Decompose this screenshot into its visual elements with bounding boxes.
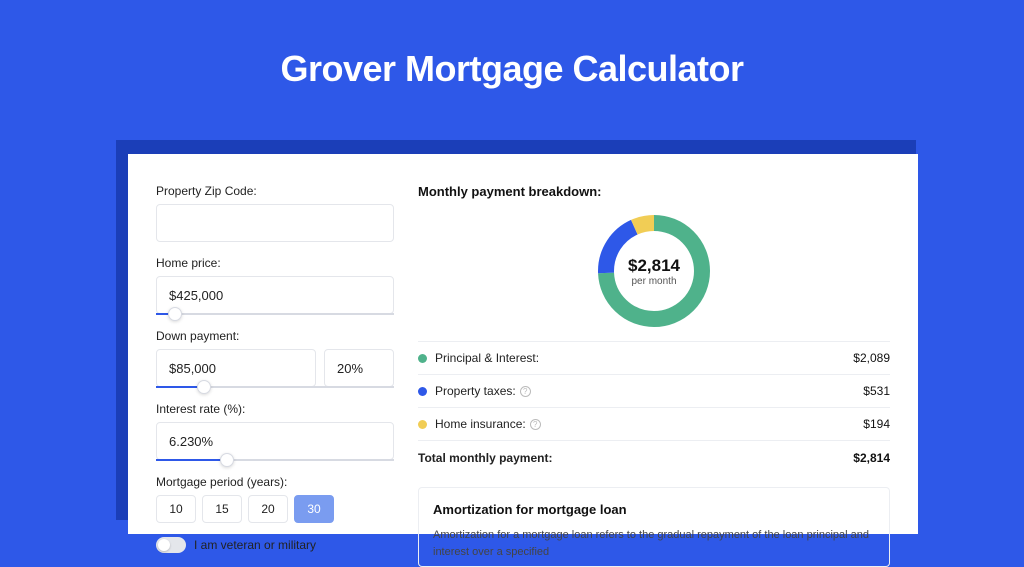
legend-label: Principal & Interest: bbox=[435, 351, 853, 365]
calculator-card: Property Zip Code: Home price: Down paym… bbox=[128, 154, 918, 534]
zip-input[interactable] bbox=[156, 204, 394, 242]
amortization-text: Amortization for a mortgage loan refers … bbox=[433, 527, 875, 560]
period-option-20[interactable]: 20 bbox=[248, 495, 288, 523]
interest-rate-label: Interest rate (%): bbox=[156, 402, 394, 416]
donut-center-sub: per month bbox=[631, 276, 676, 287]
breakdown-title: Monthly payment breakdown: bbox=[418, 184, 890, 199]
veteran-toggle-label: I am veteran or military bbox=[194, 538, 316, 552]
legend-row: Home insurance:?$194 bbox=[418, 408, 890, 441]
period-options: 10152030 bbox=[156, 495, 394, 523]
legend-value: $194 bbox=[863, 417, 890, 431]
total-row: Total monthly payment: $2,814 bbox=[418, 441, 890, 477]
interest-rate-slider-fill bbox=[156, 459, 227, 461]
donut-center-value: $2,814 bbox=[628, 256, 680, 276]
info-icon[interactable]: ? bbox=[520, 386, 531, 397]
home-price-input[interactable] bbox=[156, 276, 394, 314]
down-payment-slider[interactable] bbox=[156, 386, 394, 388]
legend-swatch bbox=[418, 354, 427, 363]
total-value: $2,814 bbox=[853, 451, 890, 465]
info-icon[interactable]: ? bbox=[530, 419, 541, 430]
form-column: Property Zip Code: Home price: Down paym… bbox=[156, 184, 394, 567]
zip-field-group: Property Zip Code: bbox=[156, 184, 394, 242]
down-payment-field-group: Down payment: bbox=[156, 329, 394, 388]
zip-label: Property Zip Code: bbox=[156, 184, 394, 198]
breakdown-column: Monthly payment breakdown: $2,814 per mo… bbox=[418, 184, 890, 567]
page-title: Grover Mortgage Calculator bbox=[0, 0, 1024, 114]
down-payment-slider-thumb[interactable] bbox=[197, 380, 211, 394]
amortization-title: Amortization for mortgage loan bbox=[433, 502, 875, 517]
interest-rate-input[interactable] bbox=[156, 422, 394, 460]
legend-value: $531 bbox=[863, 384, 890, 398]
period-label: Mortgage period (years): bbox=[156, 475, 394, 489]
donut-chart: $2,814 per month bbox=[594, 211, 714, 331]
legend: Principal & Interest:$2,089Property taxe… bbox=[418, 341, 890, 441]
legend-swatch bbox=[418, 420, 427, 429]
donut-chart-wrap: $2,814 per month bbox=[418, 207, 890, 341]
legend-swatch bbox=[418, 387, 427, 396]
legend-row: Principal & Interest:$2,089 bbox=[418, 342, 890, 375]
legend-value: $2,089 bbox=[853, 351, 890, 365]
home-price-slider[interactable] bbox=[156, 313, 394, 315]
home-price-slider-thumb[interactable] bbox=[168, 307, 182, 321]
period-option-30[interactable]: 30 bbox=[294, 495, 334, 523]
down-payment-percent-input[interactable] bbox=[324, 349, 394, 387]
amortization-card: Amortization for mortgage loan Amortizat… bbox=[418, 487, 890, 567]
down-payment-label: Down payment: bbox=[156, 329, 394, 343]
period-field-group: Mortgage period (years): 10152030 bbox=[156, 475, 394, 523]
interest-rate-slider-thumb[interactable] bbox=[220, 453, 234, 467]
legend-label: Property taxes:? bbox=[435, 384, 863, 398]
period-option-10[interactable]: 10 bbox=[156, 495, 196, 523]
home-price-label: Home price: bbox=[156, 256, 394, 270]
interest-rate-field-group: Interest rate (%): bbox=[156, 402, 394, 461]
veteran-toggle[interactable] bbox=[156, 537, 186, 553]
legend-row: Property taxes:?$531 bbox=[418, 375, 890, 408]
interest-rate-slider[interactable] bbox=[156, 459, 394, 461]
veteran-toggle-row: I am veteran or military bbox=[156, 537, 394, 553]
total-label: Total monthly payment: bbox=[418, 451, 853, 465]
down-payment-input[interactable] bbox=[156, 349, 316, 387]
legend-label: Home insurance:? bbox=[435, 417, 863, 431]
period-option-15[interactable]: 15 bbox=[202, 495, 242, 523]
home-price-field-group: Home price: bbox=[156, 256, 394, 315]
donut-center: $2,814 per month bbox=[594, 211, 714, 331]
